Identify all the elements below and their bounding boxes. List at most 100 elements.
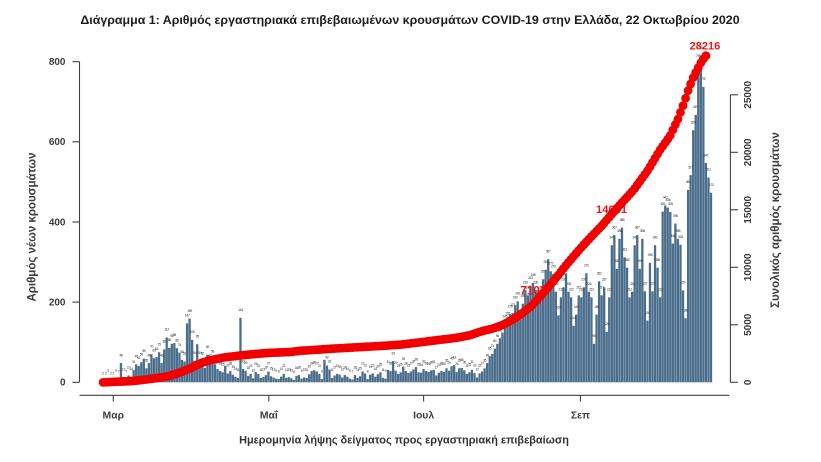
svg-text:270: 270 <box>551 264 556 268</box>
svg-text:112: 112 <box>164 328 169 332</box>
svg-text:217: 217 <box>599 286 604 290</box>
svg-text:28: 28 <box>219 361 223 365</box>
svg-text:629: 629 <box>691 120 696 124</box>
svg-text:25: 25 <box>379 363 383 367</box>
svg-text:286: 286 <box>655 258 660 262</box>
svg-text:367: 367 <box>612 225 617 229</box>
svg-text:212: 212 <box>607 288 612 292</box>
svg-text:9: 9 <box>107 369 109 373</box>
svg-text:8: 8 <box>321 369 323 373</box>
svg-text:32: 32 <box>328 360 332 364</box>
svg-text:16: 16 <box>295 366 299 370</box>
svg-text:342: 342 <box>609 235 614 239</box>
svg-text:358: 358 <box>617 229 622 233</box>
svg-text:10000: 10000 <box>743 253 754 281</box>
svg-text:Διάγραμμα 1: Αριθμός εργαστηρι: Διάγραμμα 1: Αριθμός εργαστηριακά επιβεβ… <box>80 13 739 27</box>
svg-text:28: 28 <box>229 361 233 365</box>
svg-text:237: 237 <box>561 278 566 282</box>
svg-text:19: 19 <box>369 365 373 369</box>
svg-text:31: 31 <box>386 360 390 364</box>
svg-text:30: 30 <box>430 361 434 365</box>
svg-text:154: 154 <box>645 311 650 315</box>
svg-text:212: 212 <box>569 288 574 292</box>
svg-text:212: 212 <box>559 288 564 292</box>
svg-text:18: 18 <box>343 365 347 369</box>
svg-text:26: 26 <box>455 362 459 366</box>
svg-text:248: 248 <box>531 273 536 277</box>
svg-text:27: 27 <box>267 362 271 366</box>
svg-text:9: 9 <box>385 369 387 373</box>
svg-text:200: 200 <box>49 298 66 309</box>
svg-text:212: 212 <box>627 288 632 292</box>
svg-text:98: 98 <box>173 333 177 337</box>
svg-text:10: 10 <box>290 369 294 373</box>
svg-text:50: 50 <box>140 353 144 357</box>
svg-text:343: 343 <box>678 235 683 239</box>
svg-text:286: 286 <box>625 258 630 262</box>
svg-text:11: 11 <box>259 368 262 372</box>
svg-text:35: 35 <box>458 359 462 363</box>
svg-text:17: 17 <box>435 366 439 370</box>
svg-text:35: 35 <box>145 359 149 363</box>
svg-text:59: 59 <box>142 349 146 353</box>
svg-text:14: 14 <box>374 367 378 371</box>
svg-text:23: 23 <box>473 363 477 367</box>
svg-text:226: 226 <box>630 282 635 286</box>
svg-text:25000: 25000 <box>743 80 754 108</box>
svg-text:26: 26 <box>427 362 431 366</box>
svg-text:795: 795 <box>696 54 701 58</box>
svg-text:29: 29 <box>447 361 451 365</box>
svg-text:58: 58 <box>211 349 215 353</box>
svg-text:74: 74 <box>178 343 182 347</box>
svg-text:212: 212 <box>589 288 594 292</box>
svg-text:10: 10 <box>252 369 256 373</box>
svg-text:25: 25 <box>417 363 421 367</box>
svg-text:28: 28 <box>440 361 444 365</box>
svg-text:252: 252 <box>597 272 602 276</box>
svg-text:441: 441 <box>663 196 668 200</box>
svg-text:217: 217 <box>526 286 531 290</box>
svg-text:48: 48 <box>486 353 490 357</box>
svg-text:6: 6 <box>293 370 295 374</box>
svg-text:386: 386 <box>620 218 625 222</box>
svg-text:814: 814 <box>698 46 703 50</box>
svg-text:11: 11 <box>356 368 359 372</box>
svg-text:396: 396 <box>673 214 678 218</box>
svg-text:27: 27 <box>315 362 319 366</box>
svg-text:358: 358 <box>676 229 681 233</box>
svg-text:473: 473 <box>709 183 714 187</box>
svg-text:31: 31 <box>132 360 136 364</box>
svg-text:43: 43 <box>453 355 457 359</box>
svg-text:110: 110 <box>498 328 503 332</box>
svg-text:2: 2 <box>113 372 115 376</box>
svg-text:346: 346 <box>670 234 675 238</box>
svg-text:26: 26 <box>254 362 258 366</box>
svg-text:28216: 28216 <box>690 41 721 53</box>
svg-text:600: 600 <box>49 137 66 148</box>
svg-text:Μαΐ: Μαΐ <box>260 409 279 421</box>
svg-text:69: 69 <box>206 345 210 349</box>
svg-text:75: 75 <box>158 342 162 346</box>
svg-text:21: 21 <box>282 364 286 368</box>
svg-text:237: 237 <box>602 278 607 282</box>
svg-text:152: 152 <box>505 312 510 316</box>
svg-text:9: 9 <box>349 369 351 373</box>
svg-text:14: 14 <box>346 367 350 371</box>
svg-text:48: 48 <box>147 353 151 357</box>
svg-text:2: 2 <box>110 372 112 376</box>
svg-text:28: 28 <box>310 361 314 365</box>
svg-text:202: 202 <box>515 292 520 296</box>
svg-text:13: 13 <box>262 367 266 371</box>
svg-text:9: 9 <box>301 369 303 373</box>
svg-text:141: 141 <box>571 316 576 320</box>
svg-text:212: 212 <box>658 288 663 292</box>
svg-text:2: 2 <box>102 372 104 376</box>
svg-text:28: 28 <box>425 361 429 365</box>
svg-text:192: 192 <box>513 296 518 300</box>
svg-text:15: 15 <box>358 367 362 371</box>
svg-text:106: 106 <box>190 330 195 334</box>
svg-text:436: 436 <box>665 198 670 202</box>
svg-text:237: 237 <box>581 278 586 282</box>
svg-text:25: 25 <box>399 363 403 367</box>
svg-text:17: 17 <box>333 366 337 370</box>
